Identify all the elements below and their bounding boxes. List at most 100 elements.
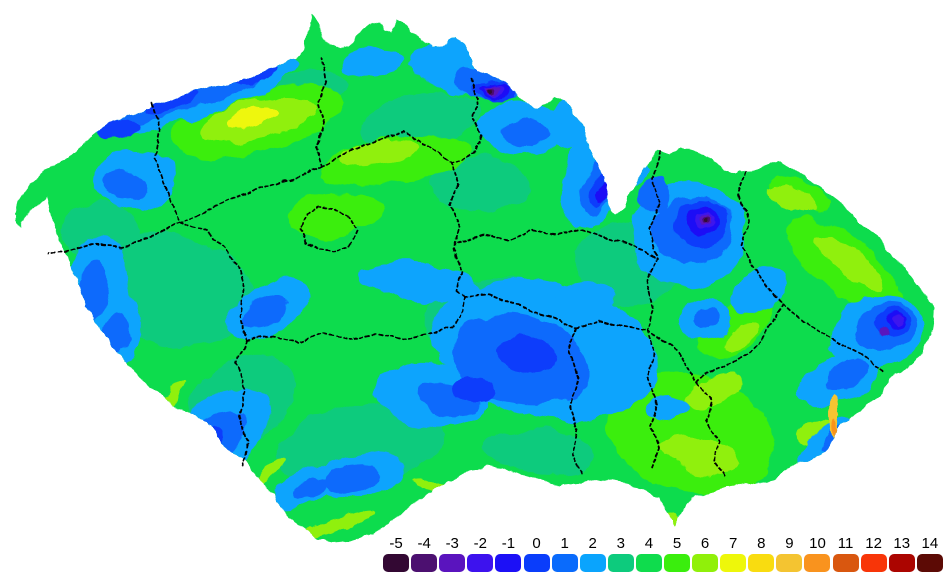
- temperature-zone: [430, 157, 530, 213]
- temperature-zone: [244, 295, 288, 329]
- legend-swatch: [411, 554, 438, 572]
- color-scale-legend: -5 -4 -3 -2 -1 0 1 2 3 4 5 6 7 8 9 10 11 12 13 14: [382, 535, 944, 572]
- region-boundary-line: [449, 77, 484, 163]
- legend-swatch: [692, 554, 719, 572]
- temperature-zone: [196, 455, 202, 461]
- temperature-zone: [646, 396, 690, 420]
- region-boundary-line: [321, 131, 451, 167]
- legend-label: 11: [837, 535, 854, 552]
- temperature-zone: [360, 261, 480, 303]
- legend-item: 0: [522, 535, 550, 572]
- region-boundary-line: [645, 151, 661, 331]
- temperature-zone: [324, 464, 380, 492]
- temperature-zone: [503, 119, 547, 145]
- legend-swatch: [495, 554, 522, 572]
- region-boundary-line: [781, 303, 885, 373]
- temperature-zone: [486, 88, 490, 92]
- region-boundary-line: [695, 383, 727, 479]
- region-boundary-line: [179, 165, 323, 223]
- temperature-zone: [555, 282, 615, 318]
- legend-item: -3: [438, 535, 466, 572]
- legend-swatch: [439, 554, 466, 572]
- legend-swatch: [832, 554, 859, 572]
- legend-item: 4: [635, 535, 663, 572]
- temperature-zone: [189, 449, 207, 467]
- legend-swatch: [663, 554, 690, 572]
- region-boundary-line: [457, 227, 657, 259]
- legend-swatch: [467, 554, 494, 572]
- temperature-zone: [732, 267, 788, 313]
- region-boundary-line: [245, 295, 465, 343]
- legend-swatch: [635, 554, 662, 572]
- temperature-zone: [178, 442, 212, 472]
- temperature-zone: [293, 476, 327, 500]
- region-boundary-line: [49, 221, 181, 253]
- region-borders: [49, 57, 885, 479]
- legend-item: 12: [860, 535, 888, 572]
- legend-swatch: [888, 554, 915, 572]
- temperature-zone: [103, 170, 147, 200]
- temperature-zone: [485, 429, 595, 475]
- temperature-zone: [97, 118, 139, 142]
- region-boundary-line: [315, 57, 327, 167]
- legend-label: 3: [616, 535, 625, 552]
- temperature-zone: [641, 178, 669, 212]
- legend-label: -2: [473, 535, 487, 552]
- temperature-zone: [226, 108, 278, 128]
- temperature-zone: [892, 314, 904, 324]
- legend-label: 7: [729, 535, 738, 552]
- legend-label: -4: [417, 535, 431, 552]
- legend-item: -2: [466, 535, 494, 572]
- legend-label: 10: [809, 535, 826, 552]
- legend-label: 4: [644, 535, 654, 552]
- legend-label: 14: [921, 535, 939, 552]
- temperature-zone: [822, 357, 870, 391]
- temperature-zone: [338, 138, 422, 166]
- temperature-zone: [580, 492, 630, 508]
- temperature-zone: [358, 92, 482, 148]
- temperature-zone: [664, 514, 680, 530]
- legend-label: -5: [389, 535, 403, 552]
- temperature-zone: [144, 91, 200, 113]
- region-boundary-line: [151, 103, 181, 223]
- legend-label: -3: [445, 535, 459, 552]
- region-boundary-line: [463, 293, 577, 329]
- region-boundary-line: [299, 206, 357, 253]
- temperature-zone: [436, 30, 480, 54]
- legend-item: 8: [747, 535, 775, 572]
- legend-label: 0: [532, 535, 541, 552]
- legend-swatch: [523, 554, 550, 572]
- legend-swatch: [551, 554, 578, 572]
- legend-item: 13: [888, 535, 916, 572]
- legend-label: 2: [588, 535, 597, 552]
- legend-label: 8: [757, 535, 766, 552]
- temperature-zone: [608, 154, 648, 186]
- legend-item: 9: [775, 535, 803, 572]
- temperature-zone: [684, 372, 746, 408]
- legend-swatch: [804, 554, 831, 572]
- legend-item: -5: [382, 535, 410, 572]
- region-boundary-line: [449, 161, 465, 297]
- legend-item: -4: [410, 535, 438, 572]
- legend-label: 6: [700, 535, 710, 552]
- region-boundary-line: [647, 329, 697, 385]
- temperature-zone: [705, 218, 709, 222]
- legend-item: 11: [832, 535, 860, 572]
- temperature-zone: [194, 453, 204, 463]
- legend-item: 5: [663, 535, 691, 572]
- temperature-zone: [724, 321, 760, 351]
- legend-swatch: [916, 554, 943, 572]
- temperature-zone: [455, 376, 495, 400]
- region-boundary-line: [695, 303, 783, 385]
- region-boundary-line: [179, 221, 247, 341]
- temperature-zone: [815, 233, 885, 291]
- legend-item: 1: [551, 535, 579, 572]
- temperature-zone: [661, 435, 739, 475]
- region-boundary-line: [569, 327, 581, 473]
- region-boundary-line: [575, 319, 649, 331]
- legend-item: 7: [719, 535, 747, 572]
- legend-item: 6: [691, 535, 719, 572]
- legend-item: -1: [494, 535, 522, 572]
